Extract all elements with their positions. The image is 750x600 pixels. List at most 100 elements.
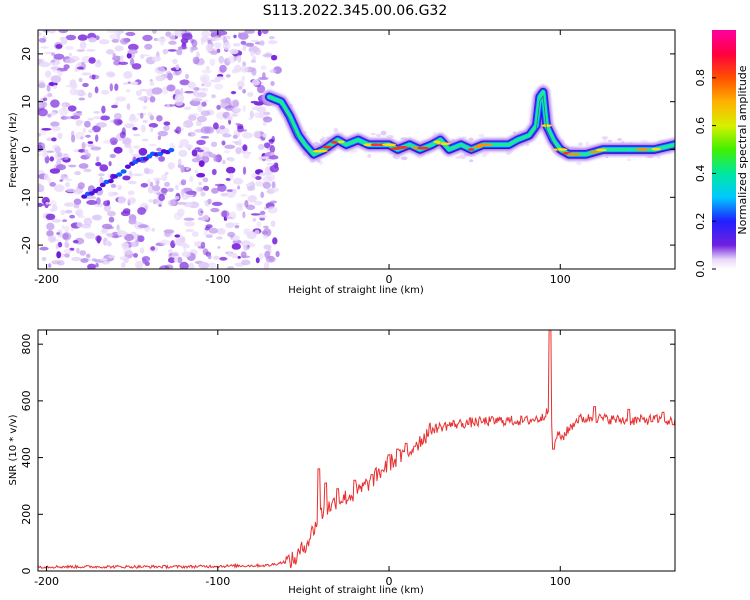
noise-speckle [123, 82, 129, 86]
noise-speckle [238, 32, 249, 40]
noise-speckle [179, 79, 190, 86]
noise-speckle [109, 153, 117, 159]
noise-speckle [100, 115, 110, 121]
ridge-hotspot [322, 145, 333, 149]
noise-speckle [164, 171, 169, 176]
noise-speckle [202, 185, 210, 191]
snr-y-tick-label: 400 [20, 447, 33, 468]
noise-speckle [187, 81, 196, 89]
noise-speckle [200, 136, 210, 139]
noise-speckle [82, 82, 89, 88]
noise-speckle [167, 257, 176, 264]
noise-speckle [258, 252, 264, 260]
noise-speckle [73, 112, 83, 117]
noise-speckle [196, 172, 206, 178]
ridge-halo-speckle [367, 154, 372, 158]
noise-speckle [121, 242, 129, 250]
noise-speckle [81, 142, 86, 150]
noise-speckle [242, 144, 248, 152]
chart-title: S113.2022.345.00.06.G32 [263, 3, 448, 19]
noise-speckle [252, 217, 257, 222]
noise-speckle [216, 104, 221, 110]
noise-speckle [227, 231, 236, 238]
noise-speckle [227, 157, 235, 162]
noise-speckle [109, 33, 118, 40]
noise-speckle [133, 253, 138, 258]
noise-speckle [62, 219, 68, 223]
noise-speckle [144, 43, 153, 50]
noise-speckle [196, 149, 204, 153]
noise-speckle [241, 75, 245, 82]
noise-speckle [128, 170, 133, 179]
noise-speckle [46, 137, 53, 142]
noise-speckle [201, 30, 210, 38]
noise-speckle [117, 196, 126, 204]
noise-speckle [211, 201, 223, 206]
noise-speckle [77, 182, 85, 190]
noise-speckle [242, 211, 246, 219]
noise-speckle [219, 125, 226, 130]
noise-speckle [151, 56, 161, 62]
noise-speckle [140, 54, 150, 57]
noise-speckle [224, 150, 230, 154]
noise-speckle [125, 89, 131, 93]
noise-speckle [38, 32, 42, 37]
noise-speckle [152, 185, 161, 192]
noise-speckle [261, 230, 269, 235]
noise-speckle [247, 92, 254, 97]
noise-speckle [194, 94, 200, 99]
noise-speckle [185, 73, 189, 80]
noise-speckle [163, 125, 170, 132]
noise-speckle [219, 64, 227, 73]
noise-speckle [205, 224, 213, 229]
noise-speckle [138, 147, 148, 156]
noise-speckle [255, 176, 262, 180]
noise-speckle [261, 133, 268, 138]
noise-speckle [122, 208, 131, 214]
noise-speckle [178, 149, 188, 157]
noise-speckle [150, 246, 156, 251]
noise-speckle [167, 187, 174, 192]
noise-speckle [207, 198, 212, 205]
noise-speckle [149, 81, 155, 86]
noise-speckle [142, 119, 149, 124]
noise-speckle [60, 209, 66, 216]
noise-speckle [57, 132, 63, 140]
noise-speckle [60, 36, 68, 45]
noise-speckle [153, 177, 162, 181]
noise-speckle [40, 101, 48, 108]
noise-speckle [38, 153, 42, 156]
noise-speckle [43, 173, 49, 181]
noise-speckle [260, 65, 267, 71]
noise-speckle [87, 117, 94, 121]
noise-speckle [156, 147, 162, 152]
noise-speckle [38, 169, 45, 174]
noise-speckle [232, 177, 244, 185]
noise-speckle [149, 79, 153, 82]
ridge-hotspot [330, 140, 338, 144]
noise-speckle [222, 159, 226, 165]
noise-speckle [266, 172, 271, 176]
noise-speckle [158, 193, 165, 202]
noise-speckle [240, 251, 247, 259]
noise-speckle [243, 245, 250, 251]
noise-speckle [227, 114, 232, 121]
noise-speckle [63, 64, 70, 70]
noise-speckle [64, 58, 76, 64]
noise-speckle [122, 175, 131, 181]
ridge-halo-speckle [375, 133, 382, 137]
noise-speckle [38, 82, 46, 89]
noise-speckle [114, 83, 119, 91]
noise-speckle [237, 80, 245, 88]
noise-speckle [197, 104, 203, 113]
noise-speckle [47, 235, 57, 242]
noise-speckle [191, 149, 198, 157]
noise-speckle [110, 183, 117, 188]
noise-speckle [229, 48, 239, 55]
noise-speckle [231, 243, 241, 250]
weak-trace-blob [99, 182, 106, 188]
noise-speckle [160, 39, 165, 46]
colorbar-tick-label: 0.2 [694, 212, 707, 230]
noise-speckle [242, 132, 253, 139]
noise-speckle [259, 40, 265, 46]
